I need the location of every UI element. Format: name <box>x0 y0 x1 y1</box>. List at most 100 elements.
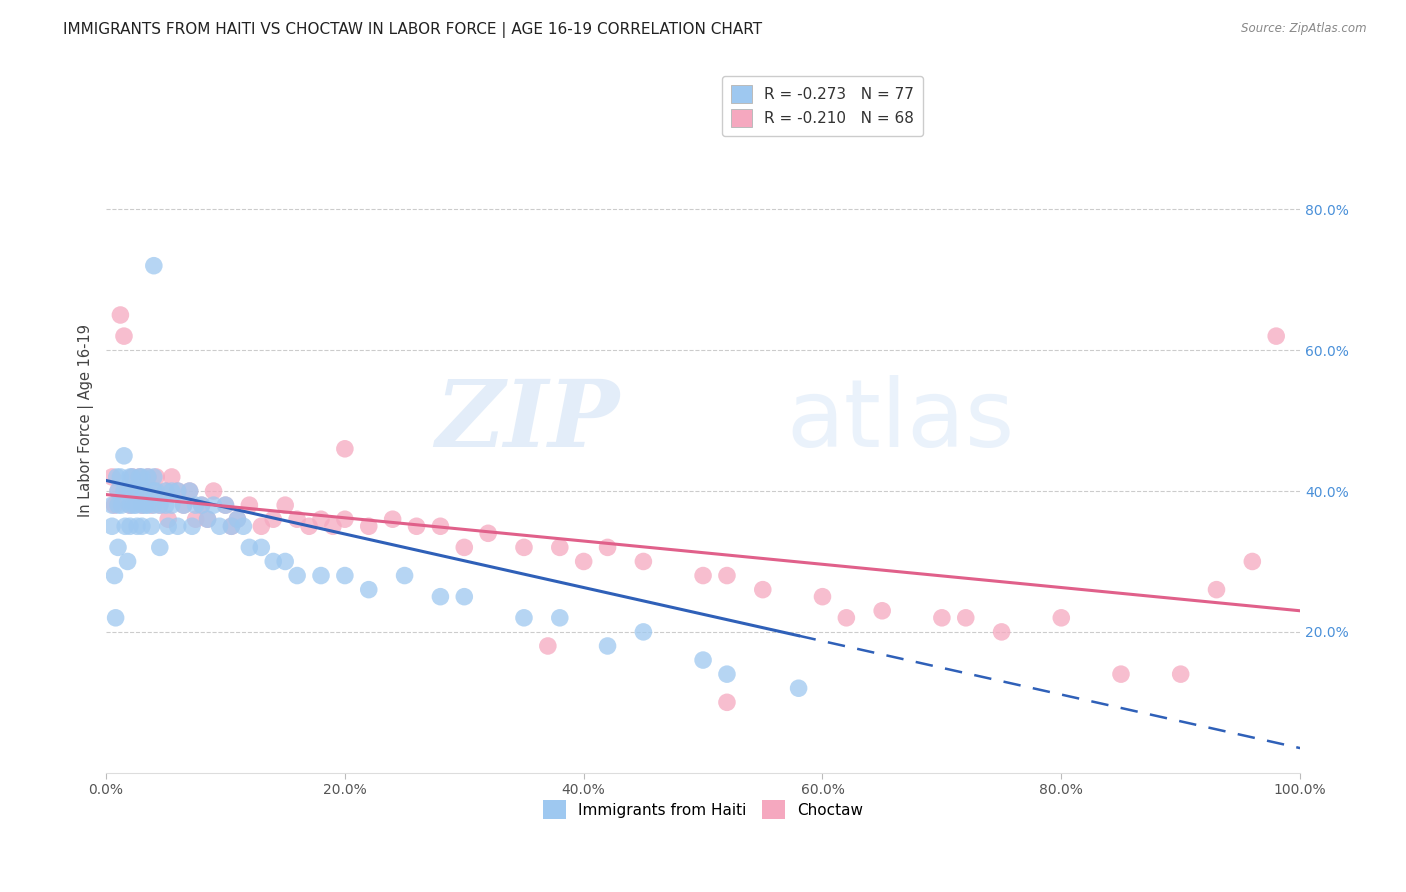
Point <box>107 484 129 499</box>
Point <box>221 519 243 533</box>
Point <box>190 498 212 512</box>
Point <box>105 470 128 484</box>
Point <box>633 624 655 639</box>
Point <box>333 568 356 582</box>
Point <box>142 470 165 484</box>
Point <box>197 512 219 526</box>
Point <box>309 568 332 582</box>
Point <box>166 484 188 499</box>
Point <box>131 484 153 499</box>
Point <box>181 519 204 533</box>
Point <box>149 498 172 512</box>
Point <box>250 519 273 533</box>
Point <box>835 611 858 625</box>
Point <box>990 624 1012 639</box>
Point <box>160 498 183 512</box>
Text: ZIP: ZIP <box>436 376 620 466</box>
Point <box>107 541 129 555</box>
Point <box>142 259 165 273</box>
Text: atlas: atlas <box>787 375 1015 467</box>
Point <box>221 519 243 533</box>
Point <box>125 484 148 499</box>
Point <box>131 498 153 512</box>
Point <box>149 498 172 512</box>
Point <box>184 498 207 512</box>
Point <box>477 526 499 541</box>
Point <box>226 512 249 526</box>
Point <box>122 498 145 512</box>
Point <box>155 484 177 499</box>
Point <box>134 498 156 512</box>
Point <box>118 519 141 533</box>
Point <box>716 568 738 582</box>
Point <box>274 498 297 512</box>
Point <box>118 498 141 512</box>
Point <box>160 470 183 484</box>
Point <box>107 498 129 512</box>
Point <box>285 512 308 526</box>
Point <box>118 470 141 484</box>
Point <box>226 512 249 526</box>
Point <box>166 484 188 499</box>
Point <box>141 498 163 512</box>
Point <box>870 604 893 618</box>
Point <box>128 470 150 484</box>
Point <box>117 484 139 499</box>
Point <box>128 470 150 484</box>
Point <box>238 498 260 512</box>
Point <box>112 449 135 463</box>
Point <box>131 519 153 533</box>
Point <box>1109 667 1132 681</box>
Point <box>197 512 219 526</box>
Point <box>145 470 167 484</box>
Point <box>453 590 475 604</box>
Point <box>1205 582 1227 597</box>
Point <box>142 498 165 512</box>
Point <box>716 695 738 709</box>
Point <box>357 519 380 533</box>
Point <box>149 541 172 555</box>
Point <box>692 653 714 667</box>
Point <box>125 484 148 499</box>
Point <box>429 590 451 604</box>
Point <box>131 498 153 512</box>
Point <box>157 512 180 526</box>
Point <box>262 512 284 526</box>
Point <box>101 470 124 484</box>
Point <box>429 519 451 533</box>
Point <box>112 329 135 343</box>
Point <box>322 519 344 533</box>
Point <box>214 498 236 512</box>
Point <box>298 519 321 533</box>
Point <box>548 611 571 625</box>
Point <box>141 519 163 533</box>
Point <box>633 554 655 568</box>
Point <box>202 498 225 512</box>
Point <box>931 611 953 625</box>
Point <box>112 484 135 499</box>
Point <box>285 568 308 582</box>
Point <box>173 498 195 512</box>
Point <box>190 498 212 512</box>
Point <box>136 498 159 512</box>
Point <box>184 512 207 526</box>
Point <box>103 498 125 512</box>
Point <box>155 498 177 512</box>
Point <box>121 470 143 484</box>
Point <box>453 541 475 555</box>
Point <box>274 554 297 568</box>
Point <box>405 519 427 533</box>
Text: Source: ZipAtlas.com: Source: ZipAtlas.com <box>1241 22 1367 36</box>
Y-axis label: In Labor Force | Age 16-19: In Labor Force | Age 16-19 <box>79 324 94 517</box>
Point <box>752 582 775 597</box>
Point <box>537 639 560 653</box>
Point <box>101 519 124 533</box>
Point <box>110 308 132 322</box>
Point <box>136 470 159 484</box>
Point <box>179 484 201 499</box>
Point <box>787 681 810 696</box>
Point <box>136 470 159 484</box>
Point <box>121 470 143 484</box>
Point <box>103 568 125 582</box>
Point <box>145 484 167 499</box>
